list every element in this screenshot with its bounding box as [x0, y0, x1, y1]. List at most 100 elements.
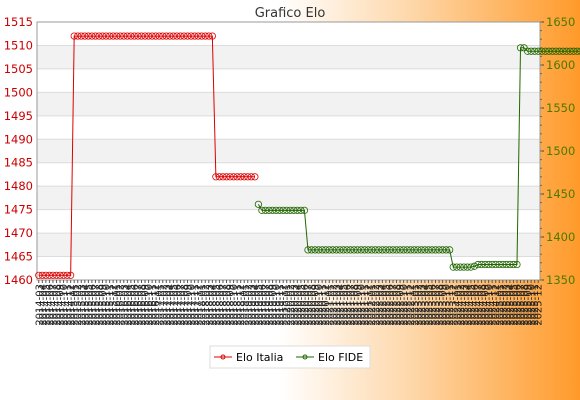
x-tick-label: 2025-11: [530, 284, 541, 326]
data-point-elo-fide: [534, 47, 542, 55]
data-point-elo-italia: [198, 32, 206, 40]
x-tick-label: 2018-01: [197, 284, 208, 326]
y-right-tick-label: 1500: [546, 144, 575, 158]
data-point-elo-fide: [400, 246, 408, 254]
data-point-elo-fide: [350, 246, 358, 254]
data-point-elo-fide: [361, 246, 369, 254]
x-tick-label: 2020-03: [289, 284, 300, 326]
x-tick-label: 2021-09: [353, 284, 364, 326]
x-tick-label: 2020-06: [300, 284, 311, 326]
x-tick-label: 2018-03: [204, 284, 215, 326]
data-point-elo-fide: [414, 246, 422, 254]
x-tick-label: 2014-10: [59, 284, 70, 326]
data-point-elo-fide: [385, 246, 394, 254]
data-point-elo-fide: [258, 206, 266, 214]
data-point-elo-italia: [45, 271, 54, 279]
x-tick-label: 2022-10: [399, 284, 410, 326]
x-tick-label: 2023-05: [424, 284, 435, 326]
data-point-elo-fide: [353, 246, 362, 254]
x-tick-label: 2022-09: [396, 284, 407, 326]
data-point-elo-italia: [120, 32, 128, 40]
data-point-elo-fide: [286, 206, 294, 214]
x-tick-label: 2016-06: [130, 284, 141, 326]
y-left-tick-label: 1460: [4, 273, 33, 287]
data-point-elo-fide: [343, 246, 351, 254]
x-tick-label: 2025-05: [509, 284, 520, 326]
x-tick-label: 2021-02: [328, 284, 339, 326]
x-tick-label: 2024-03: [459, 284, 470, 326]
plot-band: [37, 68, 540, 93]
x-tick-label: 2018-09: [226, 284, 237, 326]
data-point-elo-fide: [272, 206, 280, 214]
x-tick-label: 2025-06: [512, 284, 523, 326]
data-point-elo-fide: [548, 47, 557, 55]
data-point-elo-fide: [300, 206, 309, 214]
x-tick-label: 2017-05: [169, 284, 180, 326]
x-tick-label: 2020-02: [286, 284, 297, 326]
data-point-elo-fide: [516, 44, 525, 52]
data-point-elo-fide: [552, 47, 560, 55]
x-tick-label: 2025-01: [495, 284, 506, 326]
data-point-elo-fide: [283, 206, 291, 214]
x-tick-label: 2020-09: [311, 284, 322, 326]
data-point-elo-fide: [378, 246, 386, 254]
x-tick-label: 2017-11: [190, 284, 201, 326]
data-point-elo-italia: [155, 32, 163, 40]
data-point-elo-fide: [265, 206, 273, 214]
data-point-elo-italia: [166, 32, 174, 40]
grid-lines: [36, 21, 541, 281]
data-point-elo-italia: [169, 32, 177, 40]
data-point-elo-italia: [113, 32, 121, 40]
data-point-elo-italia: [81, 32, 89, 40]
x-tick-label: 2022-07: [388, 284, 399, 326]
data-point-elo-fide: [470, 262, 479, 270]
data-point-elo-fide: [438, 246, 447, 254]
data-point-elo-italia: [88, 32, 96, 40]
y-left-tick-label: 1495: [4, 109, 33, 123]
x-tick-label: 2018-02: [201, 284, 212, 326]
x-tick-label: 2015-07: [91, 284, 102, 326]
x-tick-label: 2024-08: [477, 284, 488, 326]
data-point-elo-italia: [38, 271, 46, 279]
data-point-elo-italia: [106, 32, 114, 40]
x-tick-label: 2019-06: [257, 284, 268, 326]
data-point-elo-fide: [424, 246, 433, 254]
data-point-elo-fide: [474, 260, 482, 269]
x-tick-label: 2016-03: [119, 284, 130, 326]
x-tick-label: 2025-04: [505, 284, 516, 326]
data-point-elo-fide: [531, 47, 539, 55]
x-tick-label: 2017-03: [162, 284, 173, 326]
data-point-elo-fide: [477, 260, 486, 269]
data-point-elo-fide: [523, 47, 532, 55]
data-point-elo-fide: [481, 260, 489, 269]
x-tick-label: 2016-01: [112, 284, 123, 326]
legend-label-elo-italia: Elo Italia: [236, 351, 283, 364]
data-point-elo-fide: [371, 246, 379, 254]
x-tick-label: 2017-06: [172, 284, 183, 326]
data-point-elo-fide: [446, 246, 454, 254]
data-point-elo-italia: [162, 32, 170, 40]
data-point-elo-italia: [74, 32, 82, 40]
data-point-elo-fide: [431, 246, 440, 254]
data-point-elo-fide: [566, 47, 574, 55]
x-tick-label: 2024-10: [484, 284, 495, 326]
x-tick-label: 2021-03: [332, 284, 343, 326]
data-point-elo-italia: [247, 173, 255, 181]
y-left-tick-label: 1470: [4, 226, 33, 240]
x-tick-label: 2015-06: [87, 284, 98, 326]
x-tick-label: 2014-08: [52, 284, 63, 326]
data-point-elo-italia: [212, 173, 220, 181]
x-tick-label: 2015-03: [77, 284, 88, 326]
x-tick-label: 2023-08: [435, 284, 446, 326]
x-tick-label: 2018-06: [215, 284, 226, 326]
x-tick-label: 2016-09: [141, 284, 152, 326]
x-tick-label: 2015-04: [80, 284, 91, 326]
x-tick-label: 2016-05: [126, 284, 137, 326]
x-tick-label: 2017-07: [176, 284, 187, 326]
legend-item-elo-fide[interactable]: Elo FIDE: [296, 351, 363, 364]
x-tick-label: 2025-02: [498, 284, 509, 326]
legend-item-elo-italia[interactable]: Elo Italia: [214, 351, 283, 364]
data-point-elo-italia: [98, 32, 107, 40]
data-point-elo-italia: [244, 173, 252, 181]
x-tick-label: 2016-12: [151, 284, 162, 326]
